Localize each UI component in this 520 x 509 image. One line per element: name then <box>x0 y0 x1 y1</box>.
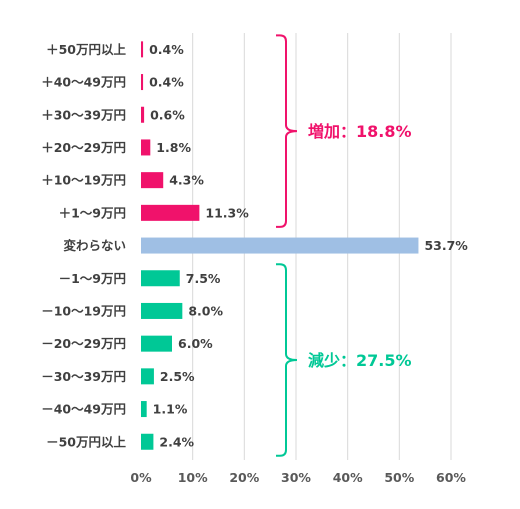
data-label-4: 4.3% <box>169 173 204 188</box>
category-label-0: ＋50万円以上 <box>46 42 126 57</box>
bar-6 <box>141 237 419 254</box>
bar-1 <box>141 74 144 91</box>
x-tick-label-5: 50% <box>384 470 414 485</box>
bracket-decrease <box>276 263 298 457</box>
bar-0 <box>141 41 144 58</box>
data-label-0: 0.4% <box>149 42 184 57</box>
bars <box>141 41 419 450</box>
bracket-increase <box>276 34 298 228</box>
data-label-11: 1.1% <box>153 402 188 417</box>
bar-12 <box>141 433 154 450</box>
data-label-5: 11.3% <box>205 205 249 220</box>
data-label-1: 0.4% <box>149 75 184 90</box>
category-label-1: ＋40〜49万円 <box>41 75 126 90</box>
x-tick-label-2: 20% <box>229 470 259 485</box>
data-label-3: 1.8% <box>156 140 191 155</box>
bar-4 <box>141 172 164 189</box>
annotations: 増加：18.8% 減少：27.5% <box>276 34 412 457</box>
bar-3 <box>141 139 151 156</box>
category-label-3: ＋20〜29万円 <box>41 140 126 155</box>
category-label-2: ＋30〜39万円 <box>41 107 126 122</box>
data-labels: 0.4% 0.4% 0.6% 1.8% 4.3% 11.3% 53.7% 7.5% 8.0% 6.… <box>149 42 468 449</box>
data-label-8: 8.0% <box>188 303 223 318</box>
category-label-7: －1〜9万円 <box>59 271 126 286</box>
category-labels: ＋50万円以上 ＋40〜49万円 ＋30〜39万円 ＋20〜29万円 ＋10〜19万円 ＋… <box>41 42 126 449</box>
bar-8 <box>141 302 183 319</box>
category-label-12: －50万円以上 <box>46 434 126 449</box>
data-label-6: 53.7% <box>424 238 468 253</box>
bar-5 <box>141 204 200 221</box>
bar-7 <box>141 270 180 287</box>
x-axis-ticks: 0% 10% 20% 30% 40% 50% 60% <box>130 470 466 485</box>
category-label-6: 変わらない <box>63 238 126 253</box>
annotation-decrease: 減少：27.5% <box>308 351 412 370</box>
annotation-increase: 増加：18.8% <box>308 122 412 141</box>
category-label-4: ＋10〜19万円 <box>41 173 126 188</box>
data-label-7: 7.5% <box>186 271 221 286</box>
x-tick-label-3: 30% <box>281 470 311 485</box>
category-label-9: －20〜29万円 <box>41 336 126 351</box>
x-tick-label-6: 60% <box>436 470 466 485</box>
data-label-10: 2.5% <box>160 369 195 384</box>
bar-2 <box>141 106 145 123</box>
x-tick-label-0: 0% <box>130 470 152 485</box>
x-tick-label-1: 10% <box>178 470 208 485</box>
x-tick-label-4: 40% <box>333 470 363 485</box>
data-label-2: 0.6% <box>150 107 185 122</box>
data-label-12: 2.4% <box>159 434 194 449</box>
bar-11 <box>141 401 147 418</box>
category-label-5: ＋1〜9万円 <box>59 205 126 220</box>
bar-10 <box>141 368 154 385</box>
category-label-11: －40〜49万円 <box>41 402 126 417</box>
category-label-8: －10〜19万円 <box>41 303 126 318</box>
bar-9 <box>141 335 172 352</box>
category-label-10: －30〜39万円 <box>41 369 126 384</box>
data-label-9: 6.0% <box>178 336 213 351</box>
